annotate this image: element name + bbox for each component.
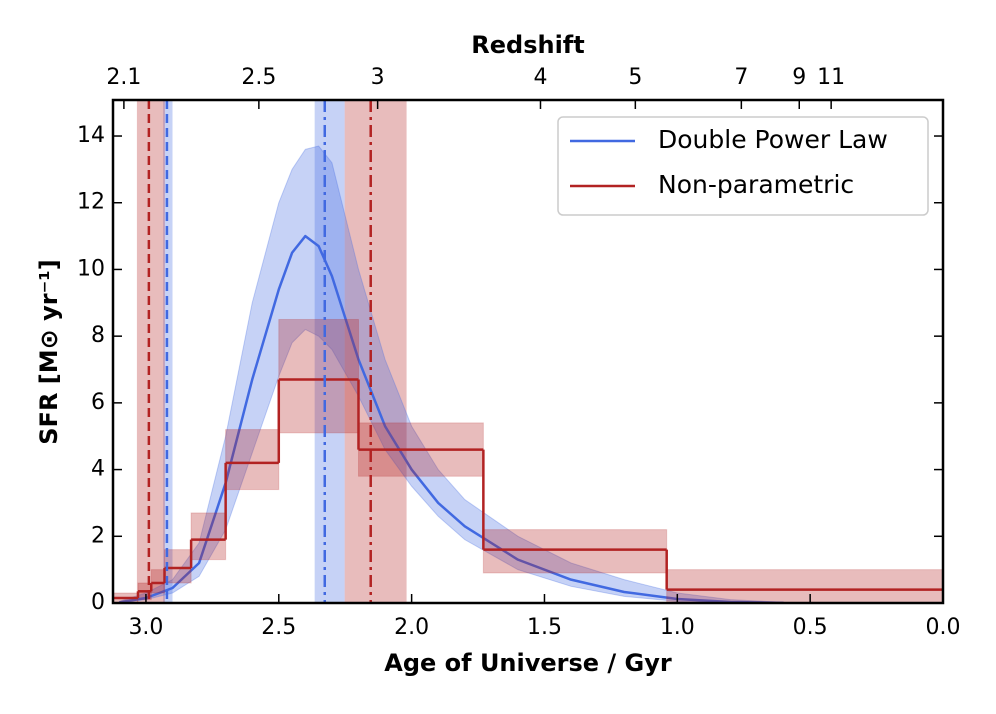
x-tick-label: 0.5 [793, 615, 828, 640]
y-tick-label: 14 [77, 123, 105, 148]
uncertainty-band [666, 569, 943, 603]
vline-band [163, 100, 173, 603]
x-tick-label: 1.5 [527, 615, 562, 640]
uncertainty-band [278, 318, 359, 434]
y-tick-label: 10 [77, 256, 105, 281]
y-tick-label: 8 [91, 323, 105, 348]
top-tick-label: 11 [817, 65, 845, 90]
top-tick-label: 2.5 [241, 65, 276, 90]
x-tick-label: 0.0 [926, 615, 961, 640]
uncertainty-band [482, 529, 668, 574]
x-tick-label: 2.0 [394, 615, 429, 640]
top-tick-label: 7 [734, 65, 748, 90]
legend-box [557, 116, 929, 216]
uncertainty-band [225, 429, 280, 491]
uncertainty-band [164, 549, 192, 584]
y-tick-label: 2 [91, 523, 105, 548]
x-axis-label: Age of Universe / Gyr [384, 649, 672, 677]
vline-band [314, 100, 345, 603]
y-tick-label: 6 [91, 390, 105, 415]
uncertainty-band [190, 512, 227, 561]
x-tick-label: 3.0 [128, 615, 163, 640]
vline-band [136, 100, 165, 603]
top-tick-label: 9 [792, 65, 806, 90]
top-tick-label: 3 [371, 65, 385, 90]
y-tick-label: 4 [91, 457, 105, 482]
top-tick-label: 4 [533, 65, 547, 90]
uncertainty-band [150, 569, 166, 594]
y-tick-label: 12 [77, 190, 105, 215]
x-tick-label: 1.0 [660, 615, 695, 640]
y-axis-label: SFR [M⊙ yr⁻¹] [35, 259, 63, 444]
uncertainty-band [118, 145, 785, 603]
top-axis-title: Redshift [471, 31, 584, 59]
series-line [119, 234, 784, 603]
legend-label: Non-parametric [658, 170, 854, 199]
top-tick-label: 2.1 [106, 65, 141, 90]
x-tick-label: 2.5 [261, 615, 296, 640]
top-tick-label: 5 [628, 65, 642, 90]
plot-frame [111, 98, 945, 605]
legend-label: Double Power Law [658, 125, 888, 154]
y-tick-label: 0 [91, 590, 105, 615]
